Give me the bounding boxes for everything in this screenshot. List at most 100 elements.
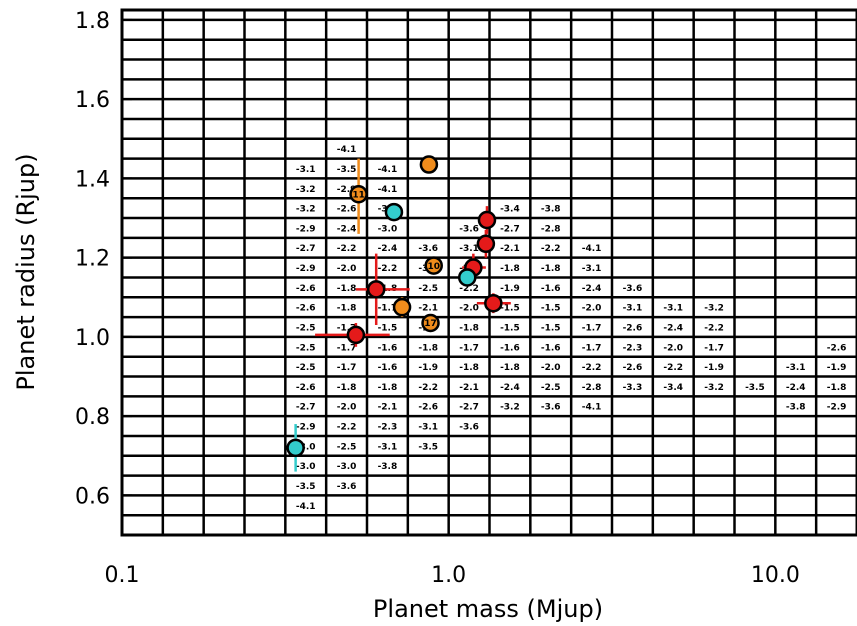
cell-value-label: -1.8 <box>459 323 479 333</box>
cell-value-label: -1.7 <box>582 323 602 333</box>
data-point <box>384 202 404 222</box>
cell-value-label: -3.6 <box>459 423 479 433</box>
cell-value-label: -2.9 <box>827 403 847 413</box>
cell-value-label: -3.1 <box>582 264 602 274</box>
cell-value-label: -1.8 <box>337 304 357 314</box>
cell-value-label: -4.1 <box>296 502 316 512</box>
data-point <box>424 256 443 275</box>
x-tick-label: 10.0 <box>751 563 800 588</box>
cell-value-label: -2.5 <box>337 442 357 452</box>
cell-value-label: -2.2 <box>541 244 561 254</box>
cell-value-label: -3.4 <box>663 383 683 393</box>
cell-value-label: -2.5 <box>296 343 316 353</box>
cell-value-label: -3.2 <box>500 403 520 413</box>
grid <box>120 8 857 537</box>
y-tick-label: 1.8 <box>75 9 110 34</box>
cell-value-label: -1.5 <box>541 304 561 314</box>
data-point-label: 10 <box>427 262 440 272</box>
cell-value-label: -2.6 <box>623 323 643 333</box>
cell-value-label: -2.2 <box>337 244 357 254</box>
cell-value-label: -3.2 <box>296 185 316 195</box>
cell-value-label: -2.6 <box>296 304 316 314</box>
cell-value-label: -3.6 <box>337 482 357 492</box>
data-point <box>349 184 368 204</box>
cell-value-label: -2.8 <box>541 224 561 234</box>
cell-value-label: -3.5 <box>337 165 357 175</box>
cell-value-label: -3.1 <box>623 304 643 314</box>
cell-value-label: -1.8 <box>500 264 520 274</box>
cell-value-label: -1.7 <box>337 343 357 353</box>
cell-value-label: -2.1 <box>418 304 438 314</box>
cell-value-label: -1.8 <box>827 383 847 393</box>
cell-value-label: -1.8 <box>541 264 561 274</box>
cell-value-label: -2.2 <box>582 363 602 373</box>
cell-value-label: -3.4 <box>500 205 520 215</box>
data-point-label: 11 <box>352 190 365 200</box>
data-point <box>346 325 366 345</box>
cell-value-label: -2.7 <box>296 244 316 254</box>
data-point <box>419 155 439 174</box>
cell-value-label: -2.4 <box>582 284 602 294</box>
cell-value-label: -3.3 <box>623 383 643 393</box>
cell-value-label: -2.8 <box>582 383 602 393</box>
cell-value-label: -2.7 <box>459 403 479 413</box>
cell-value-label: -3.6 <box>459 224 479 234</box>
cell-value-label: -2.6 <box>623 363 643 373</box>
cell-value-label: -3.1 <box>663 304 683 314</box>
cell-value-label: -2.6 <box>337 205 357 215</box>
y-tick-label: 1.0 <box>75 326 110 351</box>
cell-value-label: -1.7 <box>704 343 724 353</box>
cell-value-label: -3.0 <box>296 462 316 472</box>
cell-value-label: -2.2 <box>378 264 398 274</box>
x-axis-title: Planet mass (Mjup) <box>373 595 603 623</box>
cell-value-label: -3.8 <box>786 403 806 413</box>
cell-value-label: -2.6 <box>827 343 847 353</box>
cell-value-label: -2.2 <box>459 284 479 294</box>
cell-value-label: -3.1 <box>296 165 316 175</box>
cell-value-label: -2.1 <box>378 403 398 413</box>
cell-value-label: -1.9 <box>500 284 520 294</box>
cell-value-label: -2.1 <box>459 383 479 393</box>
cell-value-label: -3.6 <box>418 244 438 254</box>
cell-value-label: -1.6 <box>500 343 520 353</box>
cell-value-label: -2.2 <box>418 383 438 393</box>
cell-value-label: -1.7 <box>378 304 398 314</box>
y-tick-label: 0.8 <box>75 405 110 430</box>
data-point <box>392 297 412 317</box>
cell-value-label: -2.2 <box>704 323 724 333</box>
cell-value-label: -1.7 <box>337 363 357 373</box>
cell-value-label: -1.8 <box>459 363 479 373</box>
cell-value-label: -1.5 <box>500 304 520 314</box>
cell-value-label: -2.1 <box>500 244 520 254</box>
y-tick-label: 1.6 <box>75 88 110 113</box>
cell-value-label: -3.1 <box>418 423 438 433</box>
cell-value-label: -1.5 <box>541 323 561 333</box>
data-point <box>366 280 386 299</box>
cell-value-label: -3.1 <box>459 244 479 254</box>
cell-value-label: -1.7 <box>459 343 479 353</box>
cell-value-label: -1.9 <box>827 363 847 373</box>
cell-value-label: -2.9 <box>337 185 357 195</box>
cell-value-label: -3.0 <box>378 224 398 234</box>
cell-value-label: -2.5 <box>541 383 561 393</box>
cell-value-label: -1.7 <box>582 343 602 353</box>
cell-value-label: -4.1 <box>582 403 602 413</box>
cell-value-label: -3.5 <box>745 383 765 393</box>
tick-labels: 0.6 0.8 1.0 1.2 1.4 1.6 1.8 0.1 1.0 10.0 <box>75 9 800 588</box>
cell-value-label: -3.2 <box>704 304 724 314</box>
cell-value-label: -1.9 <box>418 363 438 373</box>
y-tick-label: 0.6 <box>75 484 110 509</box>
cell-value-label: -2.6 <box>296 284 316 294</box>
cell-value-label: -1.6 <box>541 343 561 353</box>
cell-value-label: -1.5 <box>500 323 520 333</box>
cell-value-label: -2.0 <box>459 304 479 314</box>
cell-value-label: -3.1 <box>786 363 806 373</box>
data-points: 11 17 10 <box>286 155 503 458</box>
cell-value-label: -4.1 <box>337 145 357 155</box>
cell-value-label: -3.8 <box>541 205 561 215</box>
y-tick-label: 1.4 <box>75 167 110 192</box>
cell-value-label: -1.7 <box>337 323 357 333</box>
cell-value-label: -3.0 <box>296 442 316 452</box>
data-point <box>484 293 503 313</box>
cell-value-label: -2.4 <box>786 383 806 393</box>
